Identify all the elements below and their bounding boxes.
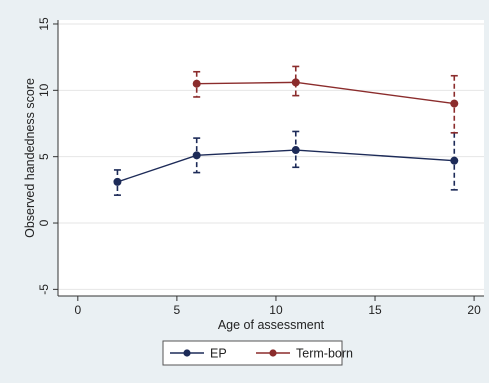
y-tick-label: 0 <box>37 219 51 226</box>
legend: EP Term-born <box>162 340 353 366</box>
data-point <box>450 156 459 165</box>
data-point <box>192 151 201 160</box>
axes: 0 5 10 15 20 -5 0 5 10 15 <box>37 17 484 317</box>
x-tick-label: 15 <box>368 303 382 317</box>
data-point <box>113 177 122 186</box>
gridlines <box>58 23 484 290</box>
series-line <box>117 149 455 183</box>
x-axis-label: Age of assessment <box>218 318 325 332</box>
y-axis-label: Observed handedness score <box>23 78 37 238</box>
data-point <box>192 79 201 88</box>
x-tick-label: 10 <box>269 303 283 317</box>
y-tick-label: 15 <box>37 17 51 31</box>
data-point <box>450 99 459 108</box>
x-tick-label: 5 <box>174 303 181 317</box>
x-tick-label: 20 <box>467 303 481 317</box>
series-term-born <box>192 65 459 134</box>
y-tick-label: -5 <box>37 284 51 295</box>
legend-marker <box>269 349 277 357</box>
legend-marker <box>183 349 191 357</box>
data-point <box>291 146 300 155</box>
legend-label: Term-born <box>296 347 353 361</box>
x-tick-label: 0 <box>74 303 81 317</box>
data-point <box>291 78 300 87</box>
legend-label: EP <box>210 347 227 361</box>
y-tick-label: 5 <box>37 153 51 160</box>
series-layer <box>113 65 459 196</box>
y-tick-label: 10 <box>37 83 51 97</box>
